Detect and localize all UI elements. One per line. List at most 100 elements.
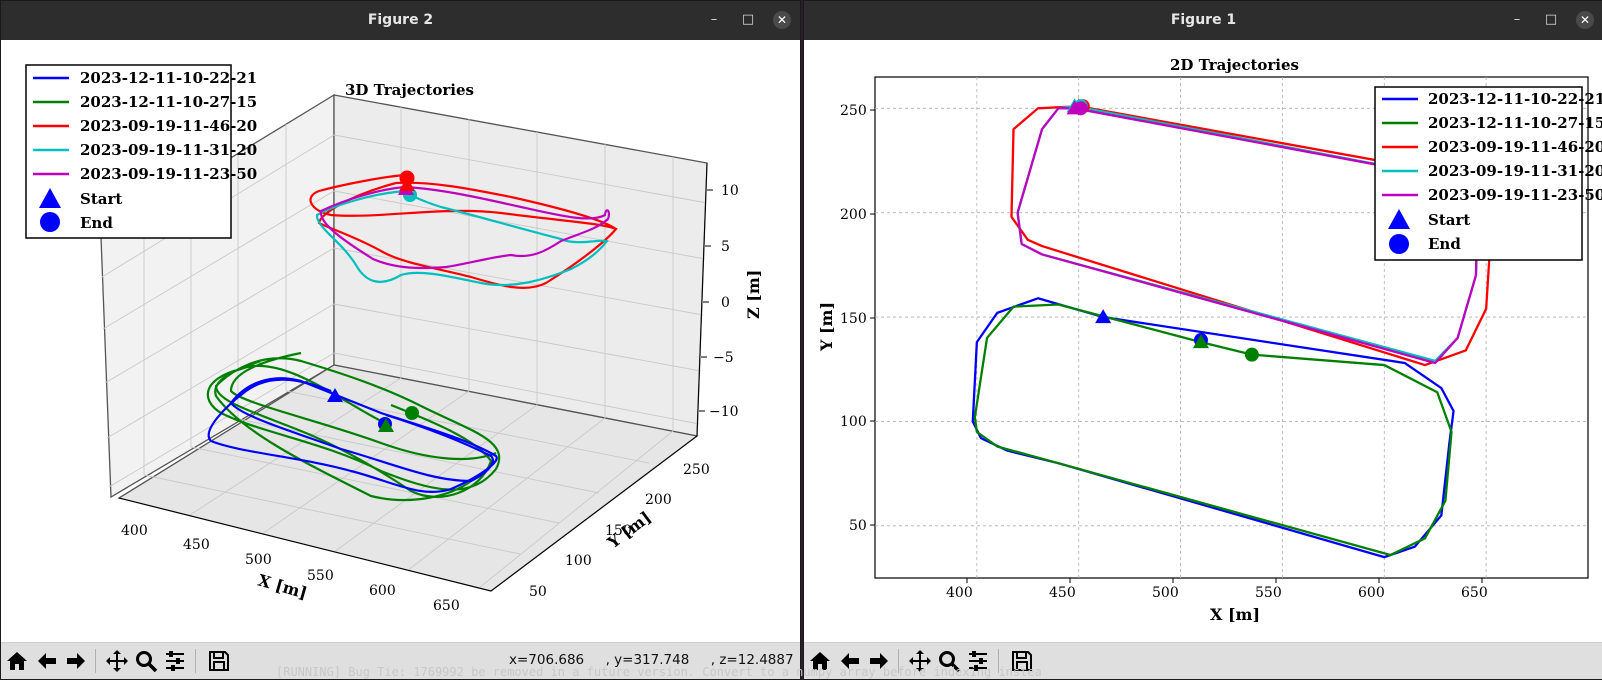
series-3d-2023-09-19-11-46-20 bbox=[309, 173, 618, 289]
save-icon[interactable] bbox=[205, 647, 233, 675]
configure-subplots-icon[interactable] bbox=[964, 647, 992, 675]
terminal-output: [RUNNING] Bug Tie: 1769992 be removed in… bbox=[276, 665, 1042, 679]
zoom-icon[interactable] bbox=[935, 647, 963, 675]
tick-marks bbox=[870, 109, 1483, 583]
close-button[interactable]: ✕ bbox=[773, 11, 791, 29]
legend-label: 2023-09-19-11-31-20 bbox=[1428, 162, 1602, 180]
x-tick: 400 bbox=[121, 523, 148, 539]
x-tick: 500 bbox=[1152, 585, 1179, 601]
x-axis-label: X [m] bbox=[256, 571, 309, 603]
legend-label: 2023-12-11-10-27-15 bbox=[1428, 114, 1602, 132]
minimize-button[interactable]: – bbox=[1513, 12, 1521, 27]
back-arrow-icon[interactable] bbox=[33, 647, 61, 675]
home-icon[interactable] bbox=[3, 647, 31, 675]
x-tick: 450 bbox=[183, 537, 210, 553]
legend-label: 2023-12-11-10-22-21 bbox=[1428, 90, 1602, 108]
y-tick: 200 bbox=[645, 492, 672, 508]
legend-label: 2023-09-19-11-23-50 bbox=[1428, 186, 1602, 204]
legend-start-label: Start bbox=[1428, 211, 1470, 229]
start-marker-green-3d bbox=[378, 418, 394, 432]
back-arrow-icon[interactable] bbox=[836, 647, 864, 675]
figure-1-window: Figure 1 – □ ✕ 400 450 500 550 600 650 X… bbox=[803, 0, 1602, 680]
markers-group bbox=[1066, 98, 1259, 362]
figure-2-titlebar[interactable]: Figure 2 – □ ✕ bbox=[1, 1, 800, 40]
legend-label: 2023-09-19-11-46-20 bbox=[80, 117, 257, 135]
z-tick: −10 bbox=[709, 404, 739, 420]
configure-subplots-icon[interactable] bbox=[161, 647, 189, 675]
toolbar-separator bbox=[998, 649, 999, 673]
figure-2-window: Figure 2 – □ ✕ bbox=[0, 0, 801, 680]
close-button[interactable]: ✕ bbox=[1576, 11, 1594, 29]
toolbar-separator bbox=[95, 649, 96, 673]
legend-label: 2023-09-19-11-31-20 bbox=[80, 141, 257, 159]
save-icon[interactable] bbox=[1008, 647, 1036, 675]
end-marker-2023-09-19-11-23-50 bbox=[1073, 101, 1088, 116]
end-marker-2023-12-11-10-27-15 bbox=[1244, 347, 1259, 362]
y-tick: 50 bbox=[529, 584, 547, 600]
coordinate-readout: x=706.686 , y=317.748 , z=12.4887 bbox=[509, 652, 794, 668]
maximize-button[interactable]: □ bbox=[741, 12, 755, 27]
end-marker-green-3d bbox=[405, 406, 419, 420]
y-tick: 150 bbox=[605, 523, 632, 539]
x-tick: 550 bbox=[307, 568, 334, 584]
x-tick: 600 bbox=[1358, 585, 1385, 601]
minimize-button[interactable]: – bbox=[710, 12, 718, 27]
z-tick: −5 bbox=[713, 350, 734, 366]
legend-start-label: Start bbox=[80, 190, 122, 208]
y-tick: 100 bbox=[565, 553, 592, 569]
legend-label: 2023-12-11-10-22-21 bbox=[80, 69, 257, 87]
y-tick: 150 bbox=[840, 311, 867, 327]
legend-2d: 2023-12-11-10-22-21 2023-12-11-10-27-15 … bbox=[1374, 86, 1602, 261]
x-axis: 400 450 500 550 600 650 X [m] bbox=[946, 585, 1488, 624]
x-tick: 500 bbox=[245, 552, 272, 568]
x-axis-label: X [m] bbox=[1210, 605, 1260, 624]
window-title: Figure 2 bbox=[367, 12, 434, 28]
series-3d-2023-12-11-10-22-21 bbox=[207, 377, 498, 493]
y-tick: 250 bbox=[840, 103, 867, 119]
y-tick: 250 bbox=[683, 462, 710, 478]
zoom-icon[interactable] bbox=[132, 647, 160, 675]
z-tick: 0 bbox=[721, 295, 730, 311]
series-2d-2023-12-11-10-22-21 bbox=[971, 297, 1455, 559]
plot-2d-canvas[interactable]: 400 450 500 550 600 650 X [m] 250 200 15… bbox=[804, 40, 1602, 640]
plot-3d-canvas[interactable]: 10 5 0 −5 −10 Z [m] 400 450 500 550 600 … bbox=[1, 40, 800, 640]
figure-2-toolbar: x=706.686 , y=317.748 , z=12.4887 bbox=[1, 642, 800, 679]
z-tick: 10 bbox=[721, 183, 739, 199]
toolbar-separator bbox=[195, 649, 196, 673]
x-tick: 600 bbox=[369, 583, 396, 599]
legend-label: 2023-12-11-10-27-15 bbox=[80, 93, 257, 111]
figure-1-titlebar[interactable]: Figure 1 – □ ✕ bbox=[804, 1, 1602, 40]
y-axis: 250 200 150 100 50 Y [m] bbox=[817, 103, 867, 534]
pan-icon[interactable] bbox=[906, 647, 934, 675]
x-tick: 450 bbox=[1049, 585, 1076, 601]
x-tick: 650 bbox=[433, 598, 460, 614]
legend-label: 2023-09-19-11-23-50 bbox=[80, 165, 257, 183]
x-tick: 400 bbox=[946, 585, 973, 601]
start-marker-blue-3d bbox=[327, 388, 343, 402]
y-tick: 200 bbox=[840, 207, 867, 223]
legend-3d: 2023-12-11-10-22-21 2023-12-11-10-27-15 … bbox=[25, 64, 257, 239]
forward-arrow-icon[interactable] bbox=[62, 647, 90, 675]
markers-3d bbox=[327, 170, 419, 432]
plot-title-2d: 2D Trajectories bbox=[1170, 56, 1299, 74]
series-2d-2023-12-11-10-27-15 bbox=[973, 303, 1453, 557]
z-axis-label: Z [m] bbox=[744, 270, 763, 319]
home-icon[interactable] bbox=[806, 647, 834, 675]
series-3d-2023-09-19-11-23-50 bbox=[319, 185, 611, 270]
y-axis-label: Y [m] bbox=[817, 302, 836, 352]
legend-end-label: End bbox=[1428, 235, 1461, 253]
series-3d-2023-12-11-10-27-15 bbox=[206, 351, 501, 502]
x-tick: 650 bbox=[1461, 585, 1488, 601]
maximize-button[interactable]: □ bbox=[1544, 12, 1558, 27]
forward-arrow-icon[interactable] bbox=[865, 647, 893, 675]
start-marker-2023-12-11-10-22-21 bbox=[1095, 309, 1112, 324]
legend-label: 2023-09-19-11-46-20 bbox=[1428, 138, 1602, 156]
pan-icon[interactable] bbox=[103, 647, 131, 675]
plot-title-3d: 3D Trajectories bbox=[345, 81, 474, 99]
z-axis: 10 5 0 −5 −10 Z [m] bbox=[696, 162, 763, 437]
legend-end-label: End bbox=[80, 214, 113, 232]
x-tick: 550 bbox=[1255, 585, 1282, 601]
y-tick: 100 bbox=[840, 414, 867, 430]
end-marker-red-3d bbox=[399, 170, 415, 186]
figure-1-toolbar bbox=[804, 642, 1602, 679]
